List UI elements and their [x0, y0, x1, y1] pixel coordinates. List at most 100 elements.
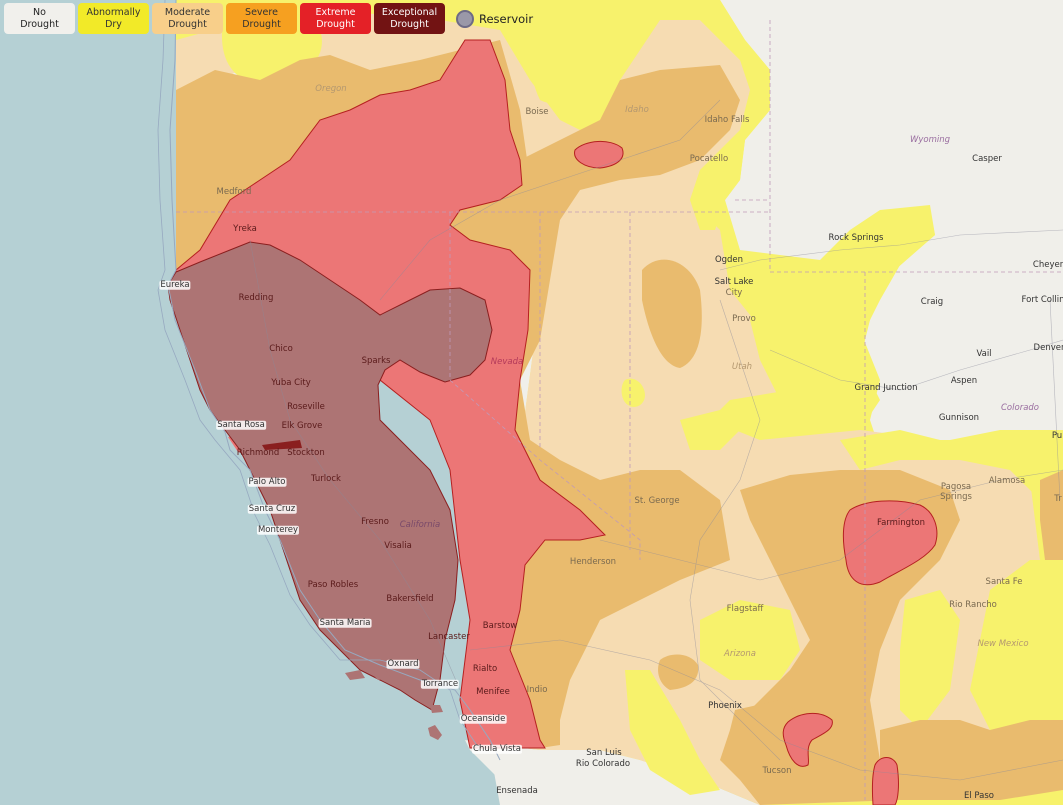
city-label-flagstaff: Flagstaff: [726, 603, 764, 614]
state-label-colorado: Colorado: [1001, 402, 1039, 413]
city-label-idaho-falls: Idaho Falls: [704, 114, 750, 125]
city-label-lancaster: Lancaster: [428, 631, 470, 642]
zone-severe-utah-west: [642, 259, 702, 368]
legend-no-drought[interactable]: No Drought: [4, 3, 75, 34]
zone-abnormally-dry-east-idaho: [690, 0, 770, 230]
zone-abnormally-dry-utah-east: [750, 260, 880, 430]
city-label-fresno: Fresno: [361, 516, 389, 527]
city-label-phoenix: Phoenix: [708, 700, 742, 711]
legend-exceptional-drought-line1: Exceptional: [381, 6, 438, 18]
legend-exceptional-drought-line2: Drought: [390, 18, 429, 30]
city-label-yreka: Yreka: [233, 223, 257, 234]
city-label-rio-colorado: Rio Colorado: [575, 758, 631, 769]
legend-no-drought-line2: Drought: [20, 18, 59, 30]
legend-extreme-drought[interactable]: Extreme Drought: [300, 3, 371, 34]
legend-abnormally-dry-line2: Dry: [105, 18, 122, 30]
city-label-medford: Medford: [216, 186, 252, 197]
state-label-california: California: [399, 519, 441, 530]
state-label-arizona: Arizona: [724, 648, 756, 659]
zone-abnormally-dry-arizona: [700, 600, 800, 680]
city-label-bakersfield: Bakersfield: [386, 593, 434, 604]
city-label-craig: Craig: [920, 296, 944, 307]
zone-extreme-nm-south: [871, 757, 899, 805]
legend-severe-drought[interactable]: Severe Drought: [226, 3, 297, 34]
legend-moderate-drought-line1: Moderate: [164, 6, 211, 18]
legend-moderate-drought-line2: Drought: [168, 18, 207, 30]
city-label-denver: Denver: [1033, 342, 1063, 353]
state-label-nevada: Nevada: [490, 356, 524, 367]
city-label-rio-rancho: Rio Rancho: [949, 599, 997, 610]
city-label-pocatello: Pocatello: [689, 153, 729, 164]
zone-extreme-idaho: [574, 141, 624, 169]
city-label-farmington: Farmington: [876, 517, 926, 528]
legend-abnormally-dry[interactable]: Abnormally Dry: [78, 3, 149, 34]
city-label-chico: Chico: [269, 343, 293, 354]
zone-abnormally-dry-nm-west: [900, 590, 960, 730]
city-label-eureka: Eureka: [159, 279, 191, 290]
city-label-rock-springs: Rock Springs: [828, 232, 884, 243]
city-label-santa-maria: Santa Maria: [318, 617, 372, 628]
city-label-casper: Casper: [972, 153, 1002, 164]
zone-abnormally-dry-flagstaff: [680, 410, 740, 450]
drought-legend: No Drought Abnormally Dry Moderate Droug…: [4, 3, 533, 34]
city-label-grand-junction: Grand Junction: [854, 382, 918, 393]
legend-extreme-drought-line2: Drought: [316, 18, 355, 30]
zone-exceptional-islands-3: [430, 705, 443, 713]
city-label-gunnison: Gunnison: [938, 412, 980, 423]
city-label-trinidad: Tr: [1054, 493, 1062, 504]
legend-severe-drought-line2: Drought: [242, 18, 281, 30]
zone-abnormally-dry-colorado-sw: [840, 430, 1063, 520]
legend-moderate-drought[interactable]: Moderate Drought: [152, 3, 223, 34]
city-label-provo: Provo: [732, 313, 756, 324]
zone-severe-nm-south: [880, 720, 1063, 800]
zone-extreme-tucson: [782, 713, 833, 767]
city-label-monterey: Monterey: [256, 524, 300, 535]
city-label-elk-grove: Elk Grove: [281, 420, 323, 431]
zone-severe-nm-east: [1040, 470, 1063, 560]
city-label-palo-alto: Palo Alto: [247, 476, 287, 487]
city-label-pagosa: Pagosa: [940, 481, 972, 492]
city-label-stockton: Stockton: [287, 447, 325, 458]
legend-extreme-drought-line1: Extreme: [315, 6, 356, 18]
legend-severe-drought-line1: Severe: [245, 6, 278, 18]
city-label-pueblo: Pu: [1051, 430, 1063, 441]
city-label-oceanside: Oceanside: [459, 713, 507, 724]
zone-abnormally-dry-wyoming: [855, 205, 935, 330]
city-label-paso-robles: Paso Robles: [307, 579, 359, 590]
city-label-barstow: Barstow: [482, 620, 518, 631]
city-label-henderson: Henderson: [569, 556, 617, 567]
zone-abnormally-dry-nm: [970, 560, 1063, 760]
state-label-oregon: Oregon: [315, 83, 347, 94]
city-label-vail: Vail: [976, 348, 992, 359]
city-label-tucson: Tucson: [762, 765, 792, 776]
city-label-alamosa: Alamosa: [988, 475, 1026, 486]
city-label-turlock: Turlock: [311, 473, 341, 484]
city-label-boise: Boise: [525, 106, 549, 117]
state-label-idaho: Idaho: [625, 104, 649, 115]
city-label-ensenada: Ensenada: [496, 785, 538, 796]
city-label-roseville: Roseville: [287, 401, 325, 412]
legend-no-drought-line1: No: [33, 6, 46, 18]
legend-abnormally-dry-line1: Abnormally: [86, 6, 141, 18]
zone-extreme-main: [175, 39, 607, 749]
legend-reservoir-label: Reservoir: [479, 11, 534, 26]
city-label-el-paso: El Paso: [963, 790, 995, 801]
zone-exceptional-islands-1: [345, 670, 365, 680]
city-label-sparks: Sparks: [361, 355, 391, 366]
state-label-utah: Utah: [731, 361, 753, 372]
city-label-richmond: Richmond: [236, 447, 280, 458]
city-label-st-george: St. George: [634, 495, 680, 506]
zone-exceptional-delta: [262, 440, 302, 450]
state-label-new-mexico: New Mexico: [977, 638, 1029, 649]
city-label-chula-vista: Chula Vista: [472, 743, 522, 754]
zone-abnormally-dry-spot: [621, 378, 645, 407]
zone-abnormally-dry-idaho: [530, 0, 642, 104]
city-label-yuba-city: Yuba City: [271, 377, 311, 388]
legend-exceptional-drought[interactable]: Exceptional Drought: [374, 3, 445, 34]
city-label-torrance: Torrance: [420, 678, 460, 689]
city-label-oxnard: Oxnard: [386, 658, 420, 669]
legend-reservoir[interactable]: Reservoir: [456, 9, 534, 28]
city-label-aspen: Aspen: [950, 375, 978, 386]
